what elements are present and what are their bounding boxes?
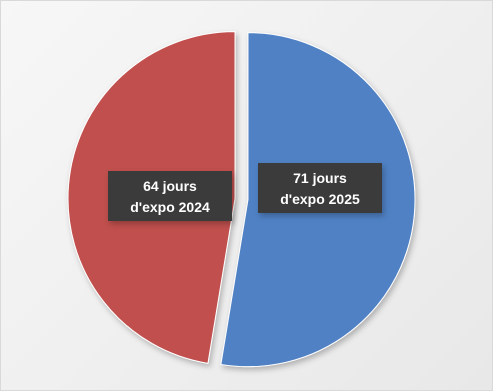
slice-label-1: 71 jours d'expo 2025 xyxy=(258,163,382,213)
slice-label-box-1 xyxy=(258,163,382,213)
slice-label-2: 64 jours d'expo 2024 xyxy=(108,171,232,221)
slice-label-line2-2: d'expo 2024 xyxy=(130,199,210,215)
slice-label-line2-1: d'expo 2025 xyxy=(280,191,360,207)
slice-label-line1-1: 71 jours xyxy=(293,170,347,186)
slice-label-line1-2: 64 jours xyxy=(143,178,197,194)
slice-label-box-2 xyxy=(108,171,232,221)
